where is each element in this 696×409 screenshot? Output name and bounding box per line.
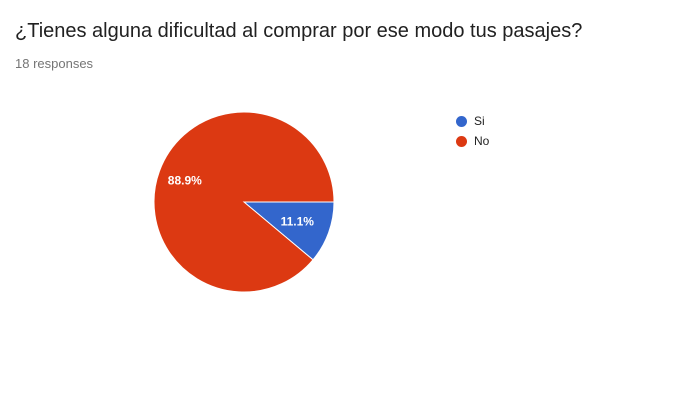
chart-legend: Si No [456,111,489,151]
legend-item-no[interactable]: No [456,131,489,151]
legend-swatch-no [456,135,467,147]
legend-item-si[interactable]: Si [456,111,489,131]
pie-label-no: 88.9% [168,173,202,187]
legend-label-no: No [474,134,490,148]
legend-swatch-si [456,115,467,127]
response-count: 18 responses [15,56,94,71]
question-title: ¿Tienes alguna dificultad al comprar por… [15,20,583,42]
legend-label-si: Si [474,114,485,128]
pie-label-si: 11.1% [281,214,315,228]
pie-slice-no[interactable] [153,111,335,293]
